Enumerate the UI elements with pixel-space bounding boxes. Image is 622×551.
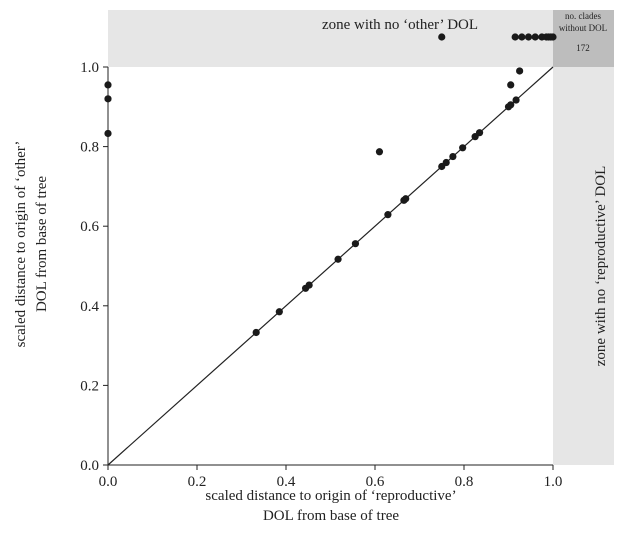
corner-count: 172	[576, 43, 590, 53]
x-tick-label: 0.8	[455, 474, 474, 490]
data-point	[305, 281, 313, 289]
no-other-dol-point	[518, 33, 526, 41]
points-group	[104, 33, 557, 337]
no-other-dol-point	[524, 33, 533, 41]
corner-label-line-1: no. clades	[565, 11, 601, 21]
x-tick-label: 1.0	[544, 474, 563, 490]
zone-right-band	[553, 67, 614, 465]
data-point	[449, 152, 457, 161]
y-axis-title-line-2: DOL from base of tree	[34, 176, 50, 312]
x-tick-label: 0.4	[277, 474, 296, 490]
no-other-dol-point	[438, 33, 446, 41]
data-point	[507, 81, 515, 89]
data-point	[459, 144, 467, 152]
data-point	[252, 328, 260, 337]
data-point	[104, 95, 112, 103]
x-axis-title-line-1: scaled distance to origin of ‘reproducti…	[205, 488, 456, 504]
ticks-group: 0.0 0.2 0.4 0.6 0.8 1.0 0.0 0.2 0.4 0.6 0.8 1.0	[80, 60, 562, 490]
x-tick-label: 0.2	[188, 474, 207, 490]
data-point	[351, 240, 360, 248]
y-tick-label: 0.8	[80, 140, 99, 156]
data-point	[275, 308, 283, 316]
data-point	[384, 211, 392, 219]
y-tick-label: 0.6	[80, 219, 99, 235]
data-point	[512, 96, 520, 104]
corner-label-line-2: without DOL	[559, 23, 607, 33]
data-point	[442, 158, 450, 167]
y-tick-label: 0.4	[80, 299, 99, 315]
corner-box	[553, 10, 614, 67]
zone-top-label: zone with no ‘other’ DOL	[322, 17, 478, 33]
no-other-dol-point	[531, 33, 539, 41]
zone-right-label: zone with no ‘reproductive’ DOL	[593, 166, 609, 367]
data-point	[104, 81, 112, 89]
no-other-dol-point	[511, 33, 519, 41]
data-point	[475, 129, 484, 137]
y-tick-label: 0.2	[80, 378, 99, 394]
data-point	[507, 101, 515, 109]
y-tick-label: 0.0	[80, 458, 99, 474]
x-axis-title-line-2: DOL from base of tree	[263, 508, 399, 524]
x-tick-label: 0.0	[99, 474, 118, 490]
y-axis-title-line-1: scaled distance to origin of ‘other’	[13, 141, 29, 348]
data-point	[375, 148, 384, 156]
data-point	[402, 195, 410, 203]
data-point	[334, 255, 342, 263]
data-point	[516, 67, 524, 75]
no-other-dol-point	[549, 33, 557, 41]
y-tick-label: 1.0	[80, 60, 99, 76]
diagonal-line	[107, 66, 554, 466]
x-tick-label: 0.6	[366, 474, 385, 490]
zone-top-band	[108, 10, 553, 67]
data-point	[104, 129, 112, 138]
